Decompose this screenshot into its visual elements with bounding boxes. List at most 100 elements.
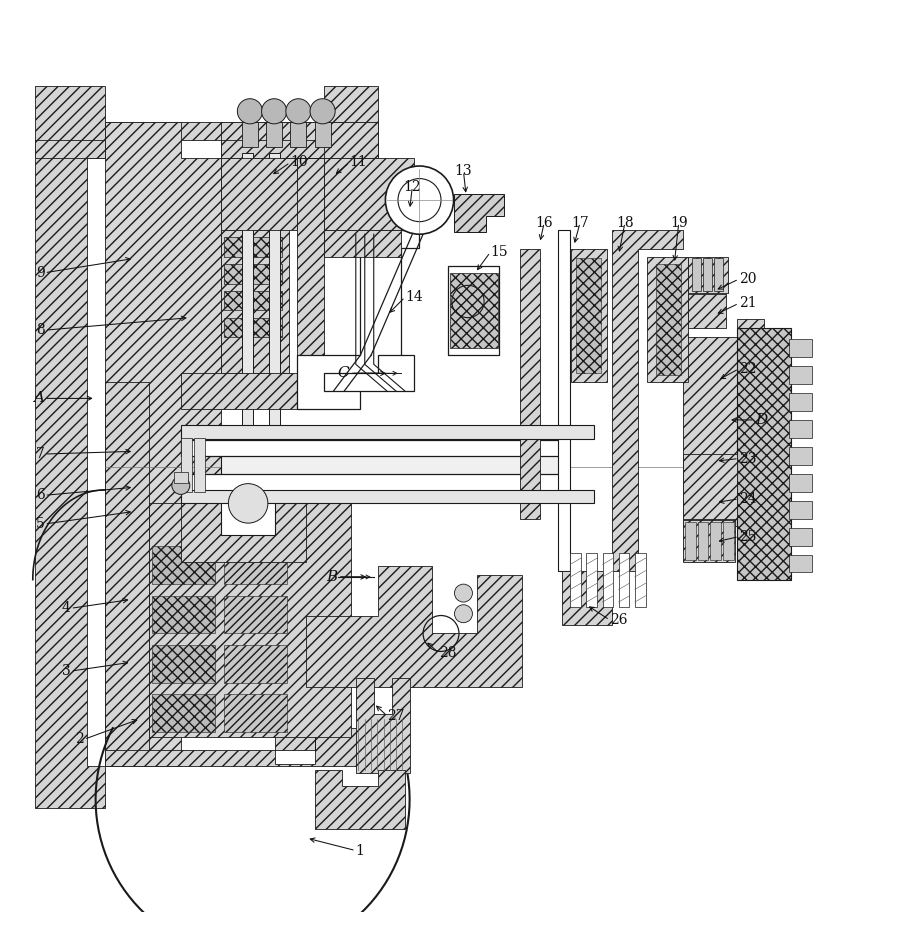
Polygon shape bbox=[315, 770, 405, 829]
Bar bbox=[789, 393, 812, 411]
Text: 23: 23 bbox=[739, 452, 756, 466]
Text: 28: 28 bbox=[439, 646, 456, 660]
Text: 14: 14 bbox=[405, 290, 423, 304]
Bar bbox=[698, 522, 708, 560]
Circle shape bbox=[454, 584, 472, 602]
Polygon shape bbox=[656, 264, 681, 375]
Bar bbox=[181, 440, 567, 456]
Text: 5: 5 bbox=[36, 517, 44, 531]
Bar bbox=[789, 447, 812, 465]
Bar bbox=[181, 474, 567, 492]
Bar bbox=[152, 546, 215, 584]
Text: 3: 3 bbox=[62, 664, 70, 678]
Bar bbox=[269, 154, 280, 481]
Bar bbox=[789, 528, 812, 545]
Bar bbox=[789, 366, 812, 384]
Bar bbox=[152, 645, 215, 682]
Polygon shape bbox=[221, 122, 378, 158]
Polygon shape bbox=[683, 319, 764, 526]
Bar bbox=[224, 183, 283, 203]
Bar bbox=[224, 694, 287, 732]
Polygon shape bbox=[324, 158, 414, 230]
Bar bbox=[685, 522, 696, 560]
Polygon shape bbox=[356, 679, 410, 772]
Polygon shape bbox=[611, 230, 683, 570]
Polygon shape bbox=[324, 230, 400, 257]
Polygon shape bbox=[298, 230, 419, 409]
Text: 26: 26 bbox=[609, 613, 627, 627]
Text: 22: 22 bbox=[739, 362, 756, 376]
Bar bbox=[789, 501, 812, 519]
Circle shape bbox=[385, 166, 454, 234]
Polygon shape bbox=[647, 257, 688, 382]
Circle shape bbox=[286, 99, 310, 124]
Bar bbox=[714, 258, 723, 291]
Bar bbox=[634, 553, 645, 607]
Polygon shape bbox=[104, 728, 360, 766]
Polygon shape bbox=[520, 249, 540, 519]
Circle shape bbox=[229, 483, 268, 523]
Bar bbox=[224, 318, 283, 337]
Text: B: B bbox=[327, 569, 338, 584]
Bar bbox=[224, 210, 283, 230]
Bar bbox=[618, 553, 629, 607]
Text: 15: 15 bbox=[491, 245, 508, 259]
Polygon shape bbox=[737, 329, 791, 580]
Text: A: A bbox=[33, 392, 44, 406]
Text: 17: 17 bbox=[572, 216, 589, 230]
Polygon shape bbox=[306, 566, 522, 687]
Bar bbox=[224, 291, 283, 310]
Text: 16: 16 bbox=[536, 216, 553, 230]
Polygon shape bbox=[688, 294, 726, 329]
Polygon shape bbox=[181, 504, 306, 562]
Text: 8: 8 bbox=[36, 323, 44, 337]
Polygon shape bbox=[572, 249, 607, 382]
Text: 11: 11 bbox=[349, 156, 367, 169]
Bar bbox=[266, 122, 283, 147]
Polygon shape bbox=[324, 356, 414, 391]
Bar bbox=[194, 438, 205, 492]
Bar bbox=[571, 553, 581, 607]
Polygon shape bbox=[149, 481, 351, 737]
Text: 10: 10 bbox=[291, 156, 308, 169]
Text: 18: 18 bbox=[616, 216, 634, 230]
Polygon shape bbox=[562, 570, 611, 624]
Bar bbox=[224, 645, 287, 682]
Bar bbox=[314, 122, 330, 147]
Text: 24: 24 bbox=[739, 492, 757, 506]
Bar bbox=[242, 122, 258, 147]
Bar bbox=[221, 481, 275, 535]
Bar bbox=[602, 553, 613, 607]
Polygon shape bbox=[35, 86, 104, 808]
Polygon shape bbox=[683, 520, 735, 562]
Bar bbox=[723, 522, 734, 560]
Bar bbox=[221, 448, 562, 481]
Bar bbox=[692, 258, 701, 291]
Text: 12: 12 bbox=[403, 180, 421, 194]
Text: 9: 9 bbox=[36, 266, 44, 280]
Circle shape bbox=[454, 605, 472, 622]
Text: 27: 27 bbox=[387, 709, 405, 723]
Bar bbox=[291, 122, 306, 147]
Text: 4: 4 bbox=[61, 601, 70, 616]
Bar bbox=[710, 522, 721, 560]
Polygon shape bbox=[104, 382, 149, 766]
Text: C: C bbox=[338, 367, 349, 381]
Text: 21: 21 bbox=[739, 296, 757, 310]
Text: 1: 1 bbox=[356, 844, 364, 857]
Polygon shape bbox=[454, 194, 504, 232]
Bar bbox=[587, 553, 597, 607]
Bar bbox=[152, 595, 215, 633]
Bar bbox=[224, 264, 283, 283]
Bar bbox=[789, 555, 812, 572]
Bar bbox=[152, 694, 215, 732]
Text: 20: 20 bbox=[739, 272, 756, 286]
Polygon shape bbox=[298, 158, 324, 409]
Polygon shape bbox=[104, 122, 221, 766]
Polygon shape bbox=[221, 122, 324, 373]
Bar bbox=[181, 425, 594, 439]
Bar bbox=[224, 595, 287, 633]
Circle shape bbox=[310, 99, 335, 124]
Polygon shape bbox=[221, 122, 378, 230]
Text: 25: 25 bbox=[739, 530, 756, 544]
